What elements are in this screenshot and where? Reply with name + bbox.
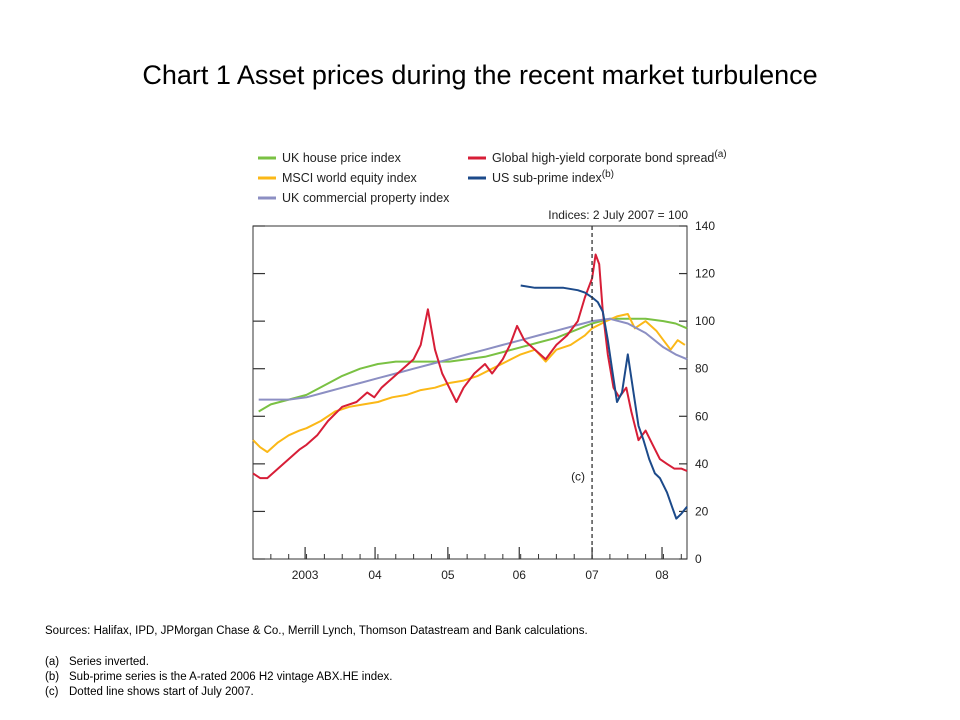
chart-title: Chart 1 Asset prices during the recent m…: [142, 60, 818, 90]
legend-label: UK house price index: [282, 151, 402, 165]
series-line: [252, 253, 688, 480]
legend-superscript: (a): [714, 149, 726, 160]
footnote-b-text: Sub-prime series is the A-rated 2006 H2 …: [69, 671, 393, 683]
x-tick-label: 08: [655, 568, 669, 582]
footnote-c-text: Dotted line shows start of July 2007.: [69, 686, 254, 698]
legend: UK house price index MSCI world equity in…: [258, 149, 727, 205]
footnote-a-key: (a): [45, 656, 60, 668]
y-tick-label: 60: [695, 409, 709, 423]
series-line: [258, 317, 688, 401]
footnote-a: (a) Series inverted.: [45, 655, 392, 670]
y-tick-label: 140: [695, 219, 715, 233]
y-tick-label: 100: [695, 314, 715, 328]
footnotes: (a) Series inverted. (b) Sub-prime series …: [45, 655, 392, 700]
x-axis: 2003 04 05 06 07 08: [270, 547, 682, 582]
y-tick-label: 0: [695, 552, 702, 566]
plot-frame: [252, 225, 688, 560]
series-line: [258, 317, 688, 413]
y-tick-label: 80: [695, 362, 709, 376]
legend-label: US sub-prime index(b): [492, 169, 614, 185]
legend-label: Global high-yield corporate bond spread(…: [492, 149, 727, 165]
annotation-c: (c): [571, 470, 585, 484]
legend-label: UK commercial property index: [282, 191, 450, 205]
y-axis-label: Indices: 2 July 2007 = 100: [548, 208, 688, 222]
sources-note: Sources: Halifax, IPD, JPMorgan Chase & …: [45, 625, 588, 637]
series-group: [252, 253, 688, 520]
y-tick-label: 20: [695, 504, 709, 518]
x-tick-label: 04: [368, 568, 382, 582]
legend-label: MSCI world equity index: [282, 171, 418, 185]
x-tick-label: 2003: [292, 568, 319, 582]
x-tick-label: 07: [585, 568, 599, 582]
series-line: [520, 284, 688, 520]
footnote-b: (b) Sub-prime series is the A-rated 2006 …: [45, 670, 392, 685]
x-tick-label: 06: [513, 568, 527, 582]
y-axis: 0 20 40 60 80 100 120 140: [253, 219, 715, 566]
footnote-a-text: Series inverted.: [69, 656, 149, 668]
footnote-b-key: (b): [45, 671, 60, 683]
x-tick-label: 05: [441, 568, 455, 582]
y-tick-label: 40: [695, 457, 709, 471]
legend-superscript: (b): [602, 169, 614, 180]
series-line: [252, 313, 686, 453]
footnote-c-key: (c): [45, 686, 59, 698]
footnote-c: (c) Dotted line shows start of July 2007.: [45, 685, 392, 700]
y-tick-label: 120: [695, 267, 715, 281]
